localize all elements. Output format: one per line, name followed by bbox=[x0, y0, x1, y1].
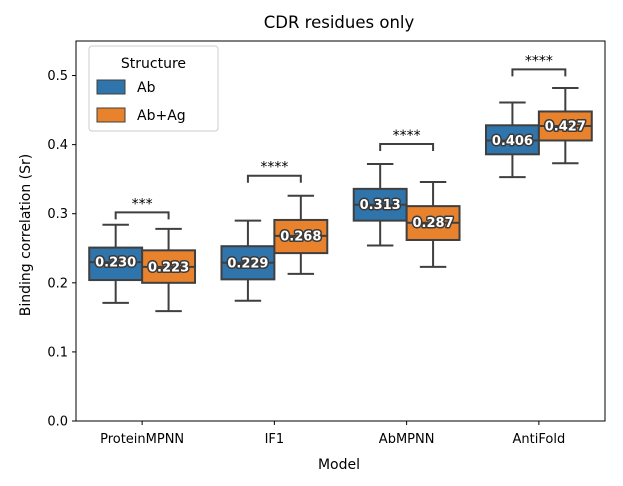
significance-bracket bbox=[246, 174, 302, 183]
chart-title: CDR residues only bbox=[264, 13, 415, 32]
significance-label: **** bbox=[393, 128, 421, 144]
x-tick-label: ProteinMPNN bbox=[100, 432, 184, 447]
y-tick-label: 0.3 bbox=[47, 207, 68, 222]
y-tick-label: 0.4 bbox=[47, 138, 68, 153]
significance-label: **** bbox=[525, 53, 553, 69]
legend-label-ab-ag: Ab+Ag bbox=[137, 108, 186, 124]
plot-area: 0.0 0.1 0.2 0.3 0.4 0.5 ProteinMPNN IF1 AbMPNN An… bbox=[47, 40, 606, 447]
median-value-label: 0.406 bbox=[492, 134, 533, 149]
legend-swatch-ab-ag bbox=[96, 107, 126, 123]
y-tick-label: 0.0 bbox=[47, 415, 68, 430]
legend-swatch-ab bbox=[96, 79, 126, 95]
median-value-label: 0.223 bbox=[148, 260, 189, 275]
y-axis-label: Binding correlation (Sr) bbox=[18, 154, 34, 317]
median-value-label: 0.313 bbox=[360, 198, 401, 213]
legend: Structure Ab Ab+Ag bbox=[88, 45, 219, 132]
y-tick-label: 0.1 bbox=[47, 345, 68, 360]
x-tick-label: IF1 bbox=[265, 432, 285, 447]
legend-label-ab: Ab bbox=[137, 80, 156, 96]
y-tick-label: 0.2 bbox=[47, 276, 68, 291]
median-value-label: 0.427 bbox=[545, 119, 586, 134]
x-tick-label: AbMPNN bbox=[379, 432, 435, 447]
median-value-label: 0.268 bbox=[280, 229, 321, 244]
x-axis-label: Model bbox=[318, 457, 360, 473]
x-tick-label: AntiFold bbox=[513, 432, 566, 447]
significance-bracket bbox=[114, 211, 170, 220]
axes-frame bbox=[75, 40, 606, 422]
significance-label: *** bbox=[132, 196, 153, 212]
significance-bracket bbox=[511, 68, 567, 77]
median-value-label: 0.229 bbox=[227, 256, 268, 271]
significance-bracket bbox=[379, 142, 435, 151]
y-tick-label: 0.5 bbox=[47, 69, 68, 84]
legend-title: Structure bbox=[121, 56, 186, 72]
significance-label: **** bbox=[260, 160, 288, 176]
median-value-label: 0.230 bbox=[95, 256, 136, 271]
median-value-label: 0.287 bbox=[413, 216, 454, 231]
